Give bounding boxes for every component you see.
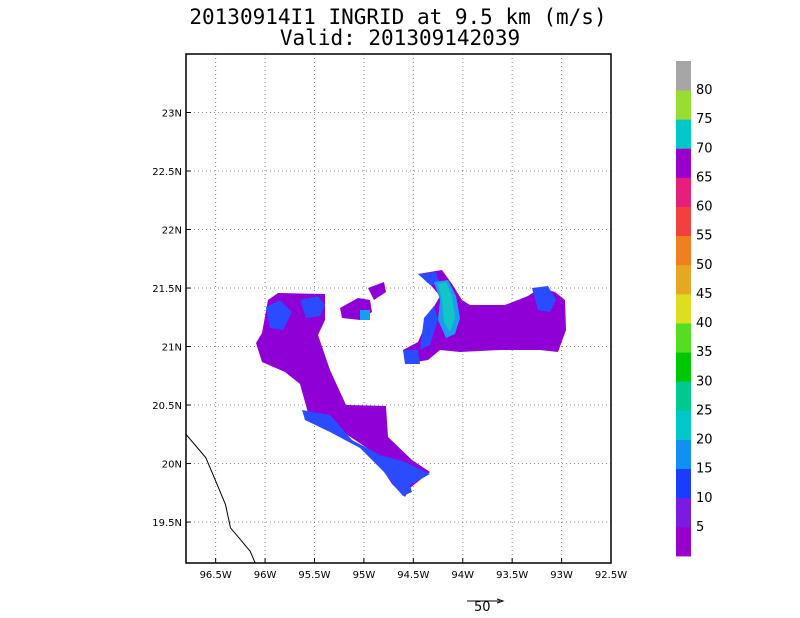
swath-region bbox=[403, 350, 420, 364]
wind-scale-arrow bbox=[467, 598, 505, 604]
colorbar-segment bbox=[676, 497, 691, 528]
colorbar-segment bbox=[676, 410, 691, 440]
y-tick-label: 23N bbox=[162, 109, 182, 120]
swath-region bbox=[360, 310, 370, 320]
coastline bbox=[185, 433, 256, 564]
colorbar-label: 45 bbox=[696, 287, 713, 302]
colorbar-label: 25 bbox=[696, 403, 713, 418]
y-tick-label: 22N bbox=[162, 226, 182, 237]
colorbar-label: 80 bbox=[696, 83, 713, 98]
map-frame bbox=[185, 53, 612, 564]
x-tick-label: 95W bbox=[353, 570, 376, 581]
x-tick-label: 95.5W bbox=[298, 570, 330, 581]
swath-region bbox=[256, 293, 430, 497]
swath-region bbox=[420, 306, 438, 350]
colorbar-label: 50 bbox=[696, 258, 713, 273]
x-tick-label: 94W bbox=[451, 570, 474, 581]
colorbar-segment bbox=[676, 293, 691, 324]
y-tick-label: 19.5N bbox=[152, 518, 182, 529]
y-tick-label: 20.5N bbox=[152, 401, 182, 412]
swath-region bbox=[438, 282, 455, 332]
map-subtitle-valid-time: Valid: 201309142039 bbox=[279, 26, 521, 50]
colorbar-label: 65 bbox=[696, 170, 713, 185]
colorbar-label: 20 bbox=[696, 433, 713, 448]
map-title: 20130914I1 INGRID at 9.5 km (m/s) bbox=[189, 5, 607, 29]
swath-region bbox=[392, 476, 412, 496]
colorbar-segment bbox=[676, 235, 691, 266]
colorbar-label: 15 bbox=[696, 462, 713, 477]
colorbar-label: 30 bbox=[696, 374, 713, 389]
colorbar-label: 55 bbox=[696, 229, 713, 244]
swath-region bbox=[368, 282, 386, 300]
swath-region bbox=[532, 286, 556, 312]
colorbar-label: 35 bbox=[696, 345, 713, 360]
colorbar-label: 40 bbox=[696, 316, 713, 331]
colorbar-segment bbox=[676, 526, 691, 557]
colorbar-segment bbox=[676, 323, 691, 353]
swath-region bbox=[266, 300, 292, 330]
y-tick-label: 21.5N bbox=[152, 284, 182, 295]
colorbar-segment bbox=[676, 148, 691, 178]
swath-region bbox=[300, 296, 325, 318]
swath-region bbox=[418, 272, 440, 285]
colorbar-label: 70 bbox=[696, 141, 713, 156]
colorbar-label: 10 bbox=[696, 491, 713, 506]
x-axis-ticks: 96.5W 96W 95.5W 95W 94.5W 94W 93.5W 93W 92.5W bbox=[200, 558, 627, 581]
colorbar-segment bbox=[676, 119, 691, 149]
colorbar-segment bbox=[676, 352, 691, 382]
colorbar-segment bbox=[676, 61, 691, 91]
colorbar-segment bbox=[676, 439, 691, 470]
wind-scale-label: 50 bbox=[474, 600, 491, 615]
colorbar-label: 75 bbox=[696, 112, 713, 127]
colorbar-segment bbox=[676, 264, 691, 295]
swath-region bbox=[302, 410, 430, 488]
x-tick-label: 96.5W bbox=[200, 570, 232, 581]
x-tick-label: 92.5W bbox=[595, 570, 627, 581]
y-axis-ticks: 19.5N 20N 20.5N 21N 21.5N 22N 22.5N 23N bbox=[152, 109, 191, 529]
colorbar-segment bbox=[676, 381, 691, 411]
colorbar-label: 5 bbox=[696, 520, 704, 535]
colorbar-segment bbox=[676, 177, 691, 207]
x-tick-label: 93.5W bbox=[496, 570, 528, 581]
x-tick-label: 94.5W bbox=[397, 570, 429, 581]
colorbar-segment bbox=[676, 468, 691, 499]
colorbar-segment bbox=[676, 90, 691, 120]
x-tick-label: 96W bbox=[254, 570, 277, 581]
y-tick-label: 22.5N bbox=[152, 167, 182, 178]
colorbar-label: 60 bbox=[696, 200, 713, 215]
y-tick-label: 20N bbox=[162, 460, 182, 471]
y-tick-label: 21N bbox=[162, 343, 182, 354]
x-tick-label: 93W bbox=[550, 570, 573, 581]
colorbar-segment bbox=[676, 206, 691, 237]
wind-swath bbox=[256, 270, 566, 497]
colorbar: 5 10 15 20 25 30 35 40 45 50 55 60 65 70 75 80 bbox=[676, 61, 713, 557]
